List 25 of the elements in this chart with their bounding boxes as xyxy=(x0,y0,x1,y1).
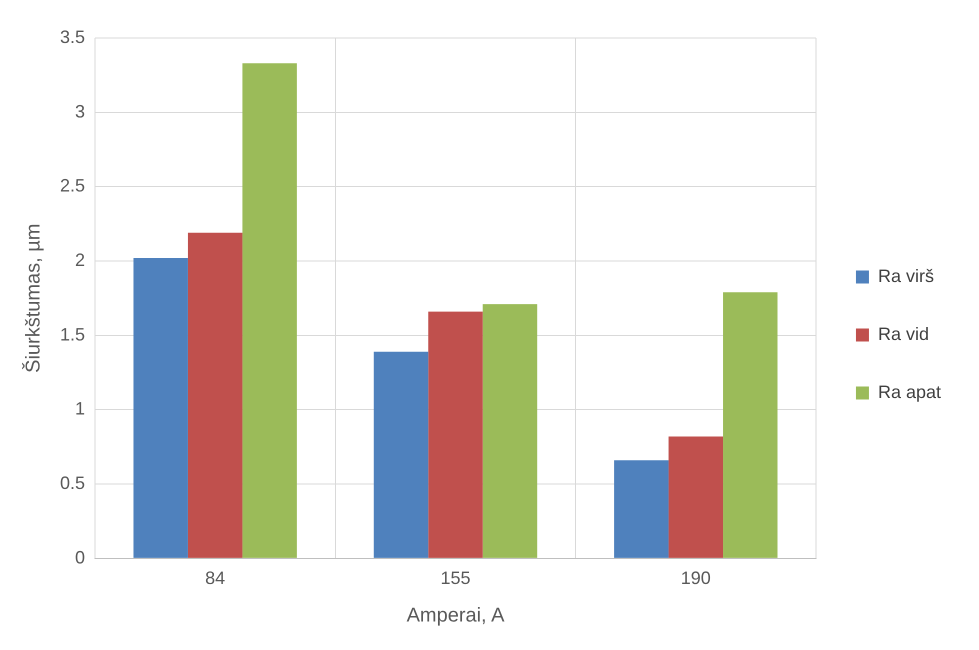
bar xyxy=(133,258,188,558)
y-tick-label: 3 xyxy=(75,101,86,122)
bar xyxy=(482,304,538,558)
x-axis-title: Amperai, A xyxy=(406,604,506,627)
x-tick-label: 190 xyxy=(680,568,711,588)
bar xyxy=(188,232,242,558)
y-tick-label: 3.5 xyxy=(60,26,86,47)
bar xyxy=(374,352,428,558)
y-tick-label: 2.5 xyxy=(60,176,86,196)
x-tick-label: 155 xyxy=(440,568,471,588)
x-tick-label: 84 xyxy=(205,568,226,588)
y-tick-label: 1 xyxy=(75,398,86,419)
y-tick-label: 0 xyxy=(75,547,86,568)
legend-label: Ra apat xyxy=(878,382,942,402)
y-tick-label: 0.5 xyxy=(60,473,86,494)
bar xyxy=(428,312,483,558)
y-tick-label: 1.5 xyxy=(60,324,86,344)
legend-label: Ra vid xyxy=(878,324,929,344)
y-axis-title: Šiurkštumas, µm xyxy=(22,224,45,373)
legend-label: Ra virš xyxy=(878,266,934,286)
y-tick-label: 2 xyxy=(75,250,86,270)
bar xyxy=(723,292,778,558)
bar xyxy=(668,436,724,558)
bar xyxy=(614,460,669,558)
bar xyxy=(242,63,297,558)
